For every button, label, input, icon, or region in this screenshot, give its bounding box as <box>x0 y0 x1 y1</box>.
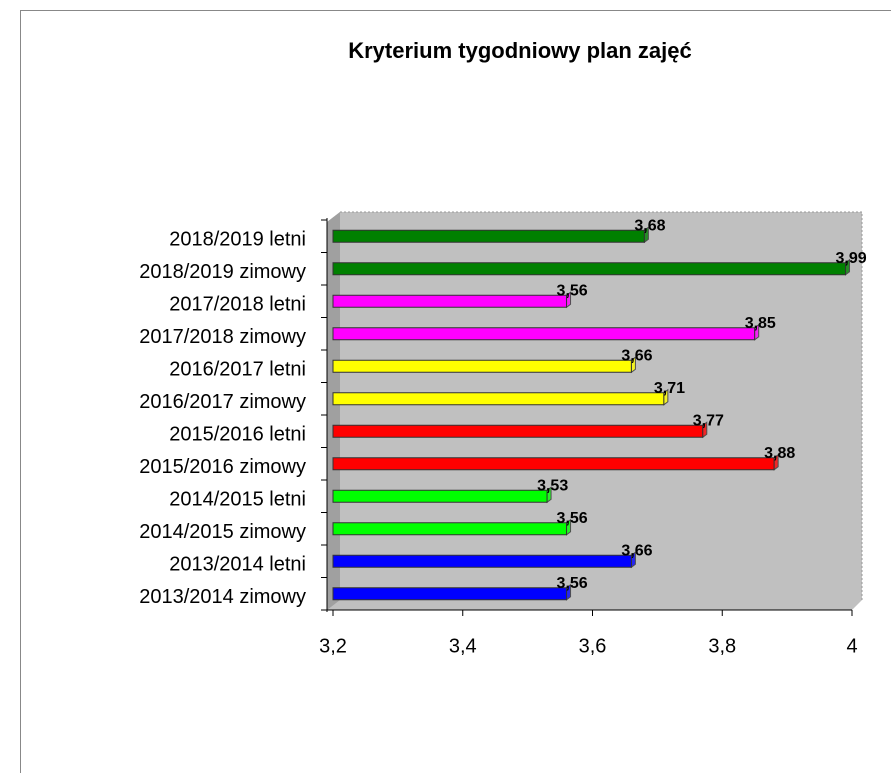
plot-border <box>340 211 863 600</box>
bar-cap <box>702 421 708 439</box>
bar-cap <box>566 583 572 601</box>
x-tick-label: 3,8 <box>708 635 736 657</box>
bar-cap <box>630 551 636 569</box>
category-label: 2014/2015 letni <box>169 489 306 511</box>
bar <box>332 327 756 341</box>
value-label: 3,66 <box>621 542 652 559</box>
bar-cap <box>663 388 669 406</box>
bar <box>332 359 632 373</box>
category-label: 2016/2017 zimowy <box>139 391 306 413</box>
x-tick-label: 3,2 <box>319 635 347 657</box>
bar <box>332 262 847 276</box>
bar <box>332 489 548 503</box>
value-label: 3,71 <box>654 380 685 397</box>
category-label: 2013/2014 letni <box>169 554 306 576</box>
bar-cap <box>630 356 636 374</box>
bar <box>332 587 568 601</box>
bar-cap <box>773 453 779 471</box>
category-label: 2017/2018 zimowy <box>139 326 306 348</box>
value-label: 3,56 <box>557 575 588 592</box>
value-label: 3,99 <box>836 250 867 267</box>
bar <box>332 229 645 243</box>
bar <box>332 554 632 568</box>
plot-side <box>327 212 340 610</box>
bar <box>332 392 665 406</box>
value-label: 3,53 <box>537 477 568 494</box>
chart-title: Kryterium tygodniowy plan zajęć <box>348 38 692 63</box>
value-label: 3,77 <box>693 412 724 429</box>
x-tick-label: 3,4 <box>449 635 477 657</box>
bar-cap <box>566 291 572 309</box>
plot-wall <box>327 212 862 610</box>
bar <box>332 424 704 438</box>
bar-cap <box>566 518 572 536</box>
value-label: 3,88 <box>764 445 795 462</box>
value-label: 3,66 <box>621 347 652 364</box>
category-label: 2015/2016 letni <box>169 424 306 446</box>
value-label: 3,56 <box>557 282 588 299</box>
category-label: 2015/2016 zimowy <box>139 456 306 478</box>
value-label: 3,56 <box>557 510 588 527</box>
category-label: 2016/2017 letni <box>169 359 306 381</box>
category-label: 2018/2019 letni <box>169 229 306 251</box>
bar-cap <box>754 323 760 341</box>
bar <box>332 522 568 536</box>
bar-cap <box>546 486 552 504</box>
category-label: 2014/2015 zimowy <box>139 521 306 543</box>
category-label: 2018/2019 zimowy <box>139 261 306 283</box>
bar-cap <box>845 258 851 276</box>
x-tick-label: 4 <box>846 635 857 657</box>
bar-cap <box>643 226 649 244</box>
bar <box>332 294 568 308</box>
category-label: 2017/2018 letni <box>169 294 306 316</box>
value-label: 3,85 <box>745 315 776 332</box>
bar <box>332 457 775 471</box>
value-label: 3,68 <box>634 217 665 234</box>
x-tick-label: 3,6 <box>579 635 607 657</box>
category-label: 2013/2014 zimowy <box>139 586 306 608</box>
